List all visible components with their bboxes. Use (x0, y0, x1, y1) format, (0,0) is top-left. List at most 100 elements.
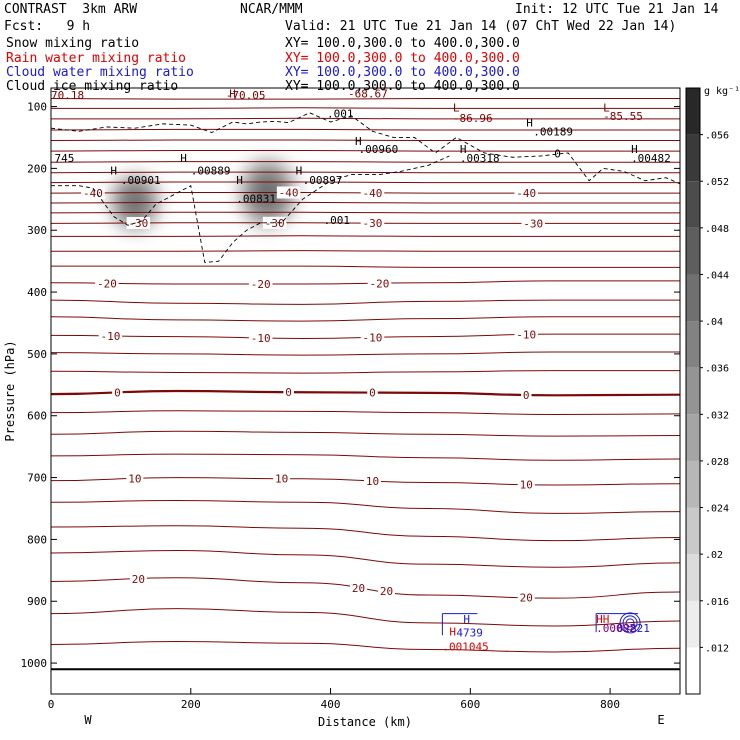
field-cloudice-label: Cloud ice mixing ratio (6, 79, 179, 94)
temperature-contour (51, 499, 680, 514)
cloud-water-annotation: 4739 (456, 626, 483, 639)
temperature-contour (51, 370, 680, 374)
extremum-annotation: .00482 (631, 152, 671, 165)
contour-label-bg (112, 386, 123, 399)
temperature-contour (51, 107, 680, 109)
contour-label-bg (514, 328, 538, 341)
cloud-ice-contour-lower (51, 155, 450, 263)
rain-water-annotation: .00002 (596, 622, 636, 635)
y-tick-label: 300 (27, 224, 47, 237)
colorbar-tick-label: .012 (705, 643, 729, 654)
temperature-contour (51, 640, 680, 653)
colorbar-segment (686, 367, 700, 415)
x-tick-label: 200 (181, 698, 201, 711)
colorbar-segment (686, 227, 700, 275)
contour-label-bg (248, 331, 273, 344)
extremum-annotation: L (603, 101, 610, 114)
extremum-annotation: -68.67 (348, 87, 388, 100)
y-tick-label: 200 (27, 162, 47, 175)
extremum-annotation: H (526, 116, 533, 129)
temperature-contour-label: -40 (363, 187, 383, 200)
temperature-contour (51, 201, 680, 204)
contour-label-bg (360, 186, 385, 199)
cloud-water-contour-ring (622, 615, 638, 631)
contour-label-bg (360, 217, 385, 230)
contour-label-bg (367, 386, 378, 399)
temperature-contour (51, 453, 680, 461)
cloud-water-contour-ring (625, 618, 635, 628)
contour-label-bg (377, 584, 395, 597)
colorbar-tick-label: .052 (705, 177, 729, 188)
temperature-contour (51, 280, 680, 285)
rain-water-annotation: .001045 (442, 641, 488, 654)
temperature-contour-label: -10 (100, 330, 120, 343)
temperature-contour (51, 299, 680, 305)
contour-label-bg (129, 572, 147, 585)
valid-time: Valid: 21 UTC Tue 21 Jan 14 (07 ChT Wed … (285, 19, 677, 34)
colorbar-tick-label: .048 (705, 224, 729, 235)
contour-label-bg (514, 187, 538, 200)
field-rain-xy: XY= 100.0,300.0 to 400.0,300.0 (285, 51, 520, 66)
temperature-contour-label: -30 (523, 217, 543, 230)
temperature-contour (51, 250, 680, 252)
temperature-contour (51, 410, 680, 415)
field-snow-xy: XY= 100.0,300.0 to 400.0,300.0 (285, 36, 520, 51)
extremum-annotation: L (453, 101, 460, 114)
contour-label-bg (517, 591, 535, 604)
contour-label-bg (248, 278, 273, 291)
y-tick-label: 600 (27, 410, 47, 423)
extremum-annotation: .001 (327, 108, 354, 121)
temperature-contour-label: 0 (523, 389, 530, 402)
y-tick-label: 400 (27, 286, 47, 299)
temperature-contour (51, 235, 680, 237)
colorbar-tick-label: .032 (705, 410, 729, 421)
colorbar-segment (686, 321, 700, 368)
colorbar-segment (686, 647, 700, 694)
extremum-annotation: 745 (54, 152, 74, 165)
cloud-water-annotation: H (463, 613, 470, 626)
temperature-contour-label: -10 (251, 332, 271, 345)
x-tick-label: 0 (48, 698, 55, 711)
temperature-contour-label: -20 (97, 277, 117, 290)
extremum-annotation: .00897 (303, 174, 343, 187)
colorbar-tick-label: .04 (705, 317, 723, 328)
contour-label-bg (360, 331, 385, 344)
temperature-contour-label: -30 (363, 217, 383, 230)
y-tick-label: 500 (27, 348, 47, 361)
field-cloudice-xy: XY= 100.0,300.0 to 400.0,300.0 (285, 79, 520, 94)
temperature-contour (51, 171, 680, 174)
temperature-contour-label: 10 (128, 473, 141, 486)
colorbar-tick-label: .02 (705, 550, 723, 561)
temperature-contour-label: -20 (251, 278, 271, 291)
temperature-contour (51, 117, 680, 120)
temperature-contour (51, 149, 680, 152)
x-tick-label: 800 (600, 698, 620, 711)
temperature-contour (51, 430, 680, 437)
extremum-annotation: H (296, 165, 303, 178)
temperature-contour-label: 10 (520, 478, 533, 491)
temperature-contour-label: 20 (520, 591, 533, 604)
y-tick-label: 900 (27, 595, 47, 608)
temperature-contour-label: -40 (83, 187, 103, 200)
temperature-contour-label: 20 (132, 573, 145, 586)
extremum-annotation: H (180, 152, 187, 165)
temperature-contour-label: 10 (366, 475, 379, 488)
contour-label-bg (126, 472, 144, 485)
contour-label-bg (350, 582, 368, 595)
colorbar-segment (686, 554, 700, 601)
contour-label-bg (363, 474, 381, 487)
temperature-contour (51, 139, 680, 142)
extremum-annotation: -70.05 (226, 89, 266, 102)
colorbar-segment (686, 460, 700, 508)
extremum-annotation: 0 (554, 147, 561, 160)
temperature-contour (51, 316, 680, 322)
colorbar-tick-label: .056 (705, 131, 729, 142)
colorbar-segment (686, 274, 700, 322)
temperature-contour-label: -10 (516, 329, 536, 342)
temperature-contour (51, 161, 680, 163)
cloud-water-contour (441, 613, 478, 636)
colorbar-segment (686, 414, 700, 461)
extremum-annotation: H (631, 143, 638, 156)
y-axis-title: Pressure (hPa) (3, 340, 17, 441)
